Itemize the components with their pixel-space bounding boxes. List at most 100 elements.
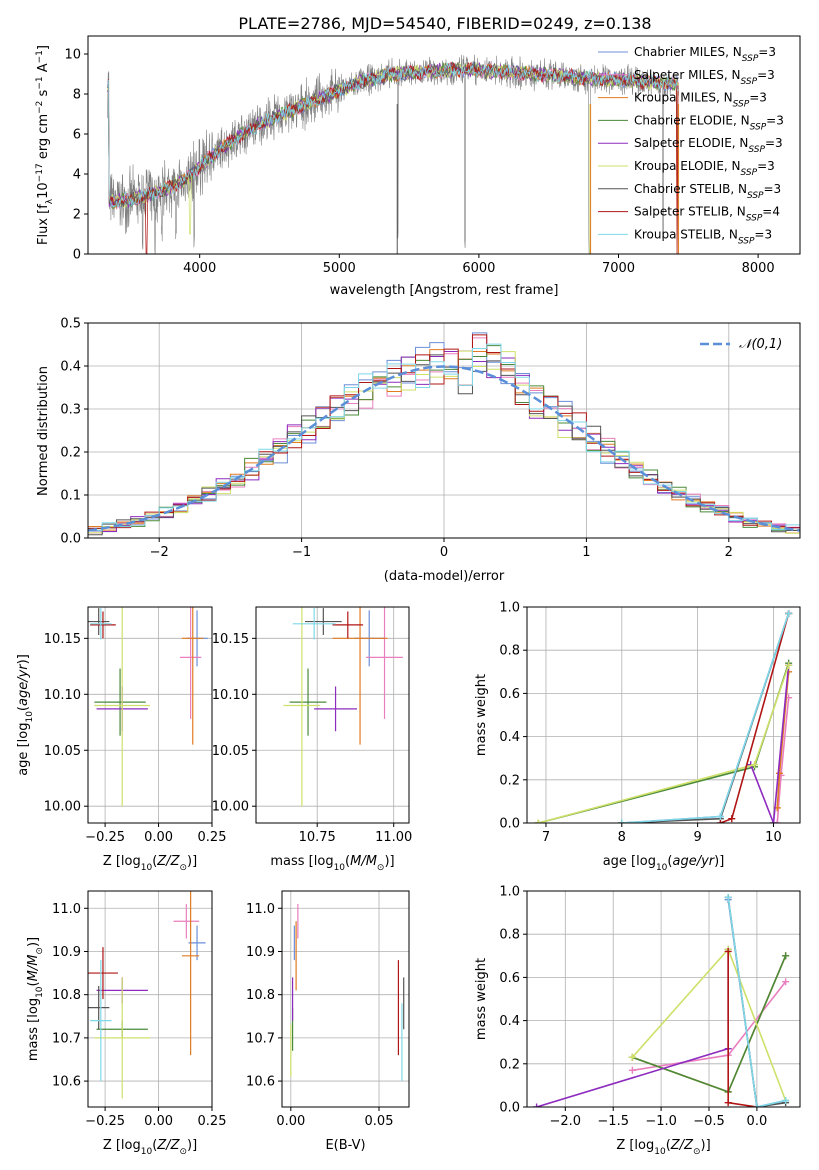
- y-tick-label: 10.9: [246, 945, 275, 960]
- errorbar-point: [366, 607, 403, 719]
- x-tick-label: 0.25: [198, 1114, 227, 1129]
- errorbar-point: [332, 607, 388, 745]
- errorbar-point: [182, 607, 204, 745]
- weight-marker: [782, 978, 790, 986]
- errorbar-point: [90, 608, 112, 640]
- weight-marker: [716, 819, 724, 823]
- weight-marker: [628, 1066, 636, 1074]
- y-tick-label: 10.8: [246, 988, 275, 1003]
- errorbar-point: [289, 668, 327, 736]
- legend-entry: Salpeter MILES, NSSP=3: [634, 68, 775, 87]
- weight-marker: [724, 893, 732, 901]
- weight-line: [727, 897, 786, 1107]
- x-tick-label: 0.00: [144, 830, 173, 845]
- errorbar-point: [332, 611, 364, 639]
- weight-marker: [785, 609, 793, 617]
- model-spectrum: [107, 61, 679, 254]
- x-tick-label: 10.75: [299, 830, 336, 845]
- weight-marker: [724, 947, 732, 955]
- axes-frame: [526, 890, 801, 1108]
- model-spectrum: [107, 62, 679, 208]
- weight-marker: [618, 819, 626, 823]
- weight-marker: [628, 1053, 636, 1061]
- x-tick-label: 9: [693, 830, 701, 845]
- axes-frame: [255, 606, 410, 824]
- errorbar-point: [179, 607, 202, 719]
- y-tick-label: 10.10: [44, 688, 81, 703]
- y-tick-label: 10.15: [44, 632, 81, 647]
- x-axis-label: (data-model)/error: [384, 569, 505, 584]
- x-tick-label: 7: [542, 830, 550, 845]
- errorbar-point: [88, 986, 110, 1030]
- data-spectrum: [107, 54, 679, 254]
- y-tick-label: 4: [73, 168, 81, 183]
- plot-area: [88, 332, 800, 538]
- weight-marker: [785, 661, 793, 669]
- y-tick-label: 0.3: [60, 403, 81, 418]
- legend-entry: Salpeter ELODIE, NSSP=3: [634, 136, 783, 155]
- y-tick-label: 11.0: [246, 902, 275, 917]
- plot-area: [283, 607, 403, 807]
- y-tick-label: 0.8: [499, 928, 520, 943]
- y-tick-label: 0.6: [499, 971, 520, 986]
- x-tick-label: 5000: [323, 261, 356, 276]
- x-tick-label: 0.00: [276, 1114, 305, 1129]
- errorbar-point: [292, 608, 336, 640]
- x-tick-label: −1.0: [645, 1114, 677, 1129]
- x-tick-label: 2: [725, 545, 733, 560]
- errorbar-point: [304, 608, 342, 635]
- weight-marker: [782, 952, 790, 960]
- y-tick-label: 0.5: [60, 317, 81, 332]
- y-tick-label: 10.05: [212, 744, 249, 759]
- weight-line: [538, 662, 790, 823]
- x-tick-label: 0.25: [198, 830, 227, 845]
- axes-weight_vs_Z: −2.0 −1.5 −1.0 −0.5 0.0 0.0 0.2 0.4 0.6 0.8 1.0 Z […: [474, 885, 801, 1157]
- legend-entry: 𝒩(0,1): [739, 337, 782, 352]
- x-tick-label: 0.00: [144, 1114, 173, 1129]
- model-spectrum: [107, 62, 679, 254]
- weight-marker: [773, 819, 781, 823]
- y-tick-label: 0.2: [60, 446, 81, 461]
- y-axis-label: Normed distribution: [36, 366, 51, 496]
- x-tick-label: −2: [150, 545, 169, 560]
- y-tick-label: 10.6: [246, 1075, 275, 1090]
- x-axis-label: Z [log10(Z/Z⊙)]: [103, 1138, 197, 1157]
- x-axis-label: Z [log10(Z/Z⊙)]: [616, 1138, 710, 1157]
- model-spectrum: [107, 62, 679, 235]
- y-tick-label: 10.05: [44, 744, 81, 759]
- y-tick-label: 1.0: [499, 601, 520, 616]
- x-tick-label: −1.5: [597, 1114, 629, 1129]
- y-tick-label: 0.0: [499, 1101, 520, 1116]
- y-tick-label: 10.00: [212, 800, 249, 815]
- y-tick-label: 0.4: [60, 360, 81, 375]
- errorbar-point: [188, 925, 206, 961]
- y-tick-label: 10.7: [52, 1031, 81, 1046]
- legend-entry: Chabrier STELIB, NSSP=3: [634, 182, 781, 201]
- y-tick-label: 10.8: [52, 988, 81, 1003]
- y-axis-label: mass weight: [474, 958, 489, 1040]
- weight-marker: [716, 813, 724, 821]
- y-tick-label: 10.6: [52, 1075, 81, 1090]
- axes-weight_vs_age: 7 8 9 10 0.0 0.2 0.4 0.6 0.8 1.0 age [log10(age/yr…: [474, 601, 801, 873]
- x-axis-label: wavelength [Angstrom, rest frame]: [330, 283, 559, 298]
- errorbar-point: [90, 611, 116, 639]
- y-tick-label: 10.7: [246, 1031, 275, 1046]
- y-tick-label: 0.4: [499, 730, 520, 745]
- gaussian-curve: [88, 365, 800, 532]
- y-axis-label: mass [log10(M/M⊙)]: [26, 937, 45, 1061]
- y-axis-label: Flux [fλ10−17 erg cm−2 s−1 A−1]: [35, 45, 55, 245]
- weight-marker: [782, 1097, 790, 1105]
- axes-frame: [281, 890, 410, 1108]
- y-tick-label: 10.00: [44, 800, 81, 815]
- x-tick-label: 7000: [602, 261, 635, 276]
- legend-entry: Kroupa ELODIE, NSSP=3: [634, 159, 775, 178]
- axes-mass_vs_Z: −0.25 0.00 0.25 10.6 10.7 10.8 10.9 11.0 Z [log1…: [26, 890, 227, 1157]
- x-tick-label: −0.25: [85, 830, 125, 845]
- plot-area: [88, 607, 208, 807]
- x-tick-label: 11.00: [375, 830, 412, 845]
- weight-marker: [753, 1103, 761, 1107]
- weight-line: [621, 613, 790, 823]
- x-tick-label: 0.05: [365, 1114, 394, 1129]
- axes-age_vs_mass: 10.75 11.00 10.00 10.05 10.10 10.15 mass [log1…: [212, 606, 412, 873]
